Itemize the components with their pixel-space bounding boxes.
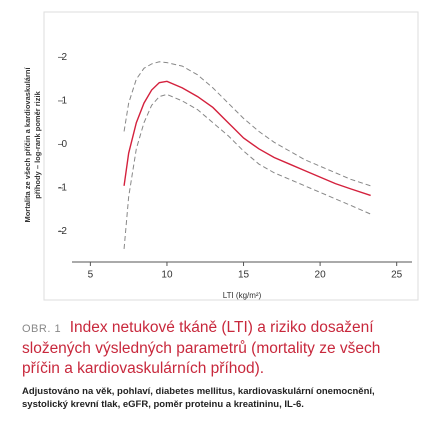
y-tick-label: 0	[61, 139, 67, 150]
x-tick-label: 5	[88, 270, 94, 281]
x-label: LTI (kg/m²)	[223, 291, 262, 300]
series-line	[123, 80, 371, 197]
y-tick-label: 2	[61, 52, 67, 63]
series-line	[123, 93, 371, 249]
x-tick-label: 25	[391, 270, 403, 281]
y-label: Mortalita ze všech příčin a kardiovaskul…	[23, 67, 32, 223]
x-tick-label: 10	[161, 270, 173, 281]
y-tick-label: 1	[61, 96, 67, 107]
series-line	[123, 61, 371, 187]
y-tick-label: -2	[58, 226, 67, 237]
caption-title: OBR. 1 Index netukové tkáně (LTI) a rizi…	[22, 318, 422, 379]
caption-text: Index netukové tkáně (LTI) a riziko dosa…	[22, 319, 381, 377]
x-tick-label: 15	[238, 270, 250, 281]
x-tick-label: 20	[315, 270, 327, 281]
caption-note: Adjustováno na věk, pohlaví, diabetes me…	[22, 386, 375, 410]
caption: OBR. 1 Index netukové tkáně (LTI) a rizi…	[22, 318, 422, 411]
y-tick-label: -1	[58, 183, 67, 194]
frame	[43, 11, 419, 301]
chart: Mortalita ze všech příčin a kardiovaskul…	[23, 11, 419, 301]
caption-label: OBR. 1	[22, 323, 62, 335]
y-label: příhody – log-rank poměr rizik	[33, 90, 42, 198]
